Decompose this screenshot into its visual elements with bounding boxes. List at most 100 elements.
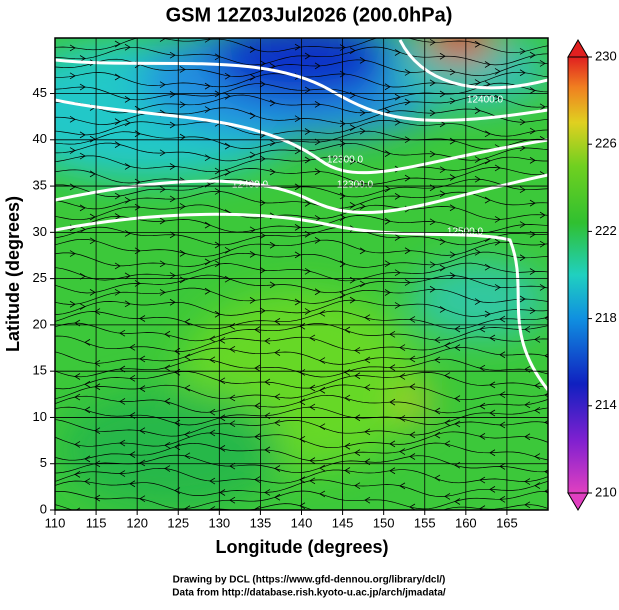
stream-arrow	[119, 398, 126, 405]
stream-arrow	[344, 467, 351, 474]
stream-arrow	[394, 269, 401, 277]
stream-arrow	[409, 355, 416, 363]
stream-arrow	[499, 315, 506, 323]
stream-arrow	[229, 420, 236, 428]
streamlines	[55, 38, 548, 510]
y-tick-label: 0	[40, 501, 47, 516]
stream-arrow	[449, 204, 456, 212]
contour-line	[55, 98, 548, 175]
x-tick-label: 125	[167, 515, 189, 530]
stream-arrow	[349, 296, 356, 304]
stream-arrow	[254, 476, 261, 483]
stream-arrow	[544, 469, 548, 474]
stream-arrow	[294, 147, 301, 155]
streamline	[55, 58, 548, 77]
x-tick-label: 135	[250, 515, 272, 530]
stream-arrow	[159, 185, 166, 193]
stream-arrow	[159, 260, 166, 268]
stream-arrow	[399, 373, 406, 380]
stream-arrow	[404, 279, 411, 286]
stream-arrow	[439, 52, 446, 60]
stream-arrow	[439, 509, 441, 510]
stream-arrow	[184, 505, 191, 510]
y-tick-label: 30	[33, 224, 47, 239]
stream-arrow	[404, 247, 411, 255]
stream-arrow	[359, 127, 366, 135]
stream-arrow	[214, 167, 221, 175]
stream-arrow	[304, 308, 311, 315]
stream-arrow	[444, 440, 451, 448]
stream-arrow	[224, 246, 231, 254]
stream-arrow	[494, 238, 501, 246]
streamline	[55, 238, 548, 257]
stream-arrow	[364, 384, 371, 391]
y-axis-label: Latitude (degrees)	[3, 196, 23, 352]
x-tick-label: 155	[414, 515, 436, 530]
stream-arrow	[209, 335, 216, 343]
stream-arrow	[129, 344, 136, 351]
stream-arrow	[484, 61, 491, 68]
stream-arrow	[134, 178, 141, 186]
stream-arrow	[454, 325, 461, 333]
stream-arrow	[114, 192, 121, 200]
stream-arrow	[539, 60, 546, 67]
stream-arrow	[89, 289, 96, 296]
stream-arrow	[304, 200, 311, 207]
stream-arrow	[114, 288, 121, 296]
stream-arrow	[169, 298, 176, 306]
stream-arrow	[84, 406, 91, 414]
stream-arrow	[214, 260, 221, 268]
stream-arrow	[409, 316, 416, 323]
y-tick-label: 45	[33, 85, 47, 100]
stream-arrow	[94, 494, 101, 502]
stream-arrow	[479, 433, 486, 440]
y-tick-label: 15	[33, 363, 47, 378]
stream-arrow	[274, 465, 281, 472]
footer-line: Drawing by DCL (https://www.gfd-dennou.o…	[173, 575, 446, 586]
stream-arrow	[299, 322, 306, 330]
stream-arrow	[124, 196, 131, 204]
stream-arrow	[264, 378, 271, 386]
stream-arrow	[259, 267, 266, 274]
stream-arrow	[394, 93, 401, 101]
stream-arrow	[399, 482, 406, 490]
stream-arrow	[454, 420, 461, 428]
stream-arrow	[389, 467, 396, 475]
stream-arrow	[274, 493, 281, 501]
stream-arrow	[344, 369, 351, 376]
contour-label: 12400.0	[467, 95, 504, 106]
streamline	[55, 346, 548, 365]
stream-arrow	[489, 334, 496, 342]
stream-arrow	[519, 47, 526, 55]
stream-arrow	[269, 139, 276, 147]
stream-arrow	[204, 258, 211, 266]
stream-arrow	[264, 446, 271, 454]
stream-arrow	[124, 163, 131, 170]
stream-arrow	[354, 482, 361, 490]
stream-arrow	[219, 377, 226, 385]
stream-arrow	[299, 435, 306, 443]
stream-arrow	[344, 394, 351, 402]
stream-arrow	[274, 318, 281, 325]
stream-arrow	[269, 241, 276, 249]
stream-arrow	[204, 154, 211, 162]
stream-arrow	[319, 423, 326, 431]
x-tick-label: 160	[455, 515, 477, 530]
stream-arrow	[434, 356, 441, 364]
stream-arrow	[534, 406, 541, 414]
stream-arrow	[84, 455, 91, 463]
stream-arrow	[449, 137, 456, 145]
stream-arrow	[129, 374, 136, 382]
x-tick-label: 110	[45, 515, 66, 530]
stream-arrow	[75, 507, 81, 510]
stream-arrow	[164, 441, 171, 449]
stream-arrow	[439, 306, 446, 313]
stream-arrow	[224, 275, 231, 283]
stream-arrow	[409, 383, 416, 391]
streamline	[55, 490, 548, 510]
stream-arrow	[399, 448, 406, 455]
stream-arrow	[454, 461, 461, 469]
stream-arrow	[209, 356, 216, 364]
stream-arrow	[164, 330, 171, 338]
stream-arrow	[309, 403, 316, 411]
